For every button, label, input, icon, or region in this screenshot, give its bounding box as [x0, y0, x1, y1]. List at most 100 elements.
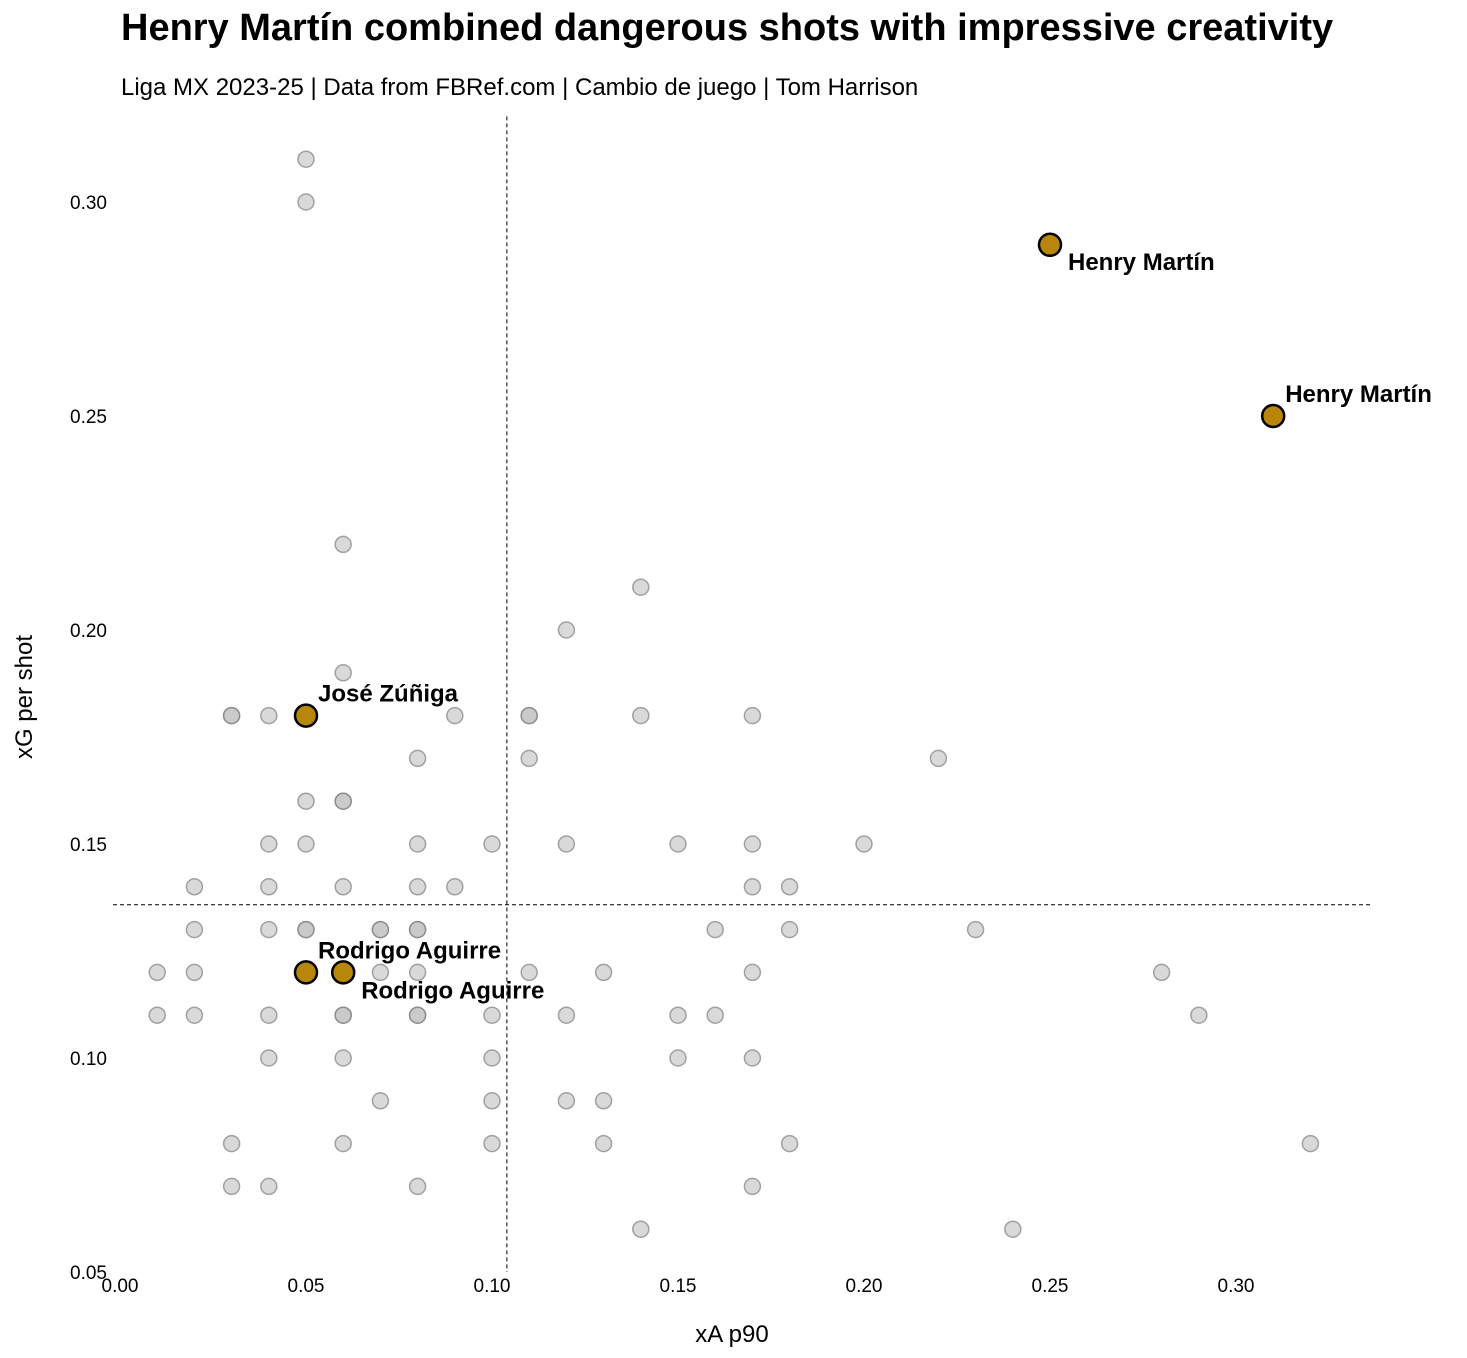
data-point — [222, 1177, 241, 1196]
highlighted-point — [1260, 403, 1286, 429]
data-point — [632, 706, 650, 725]
data-point — [260, 835, 278, 853]
data-point — [260, 1006, 278, 1024]
x-tick-label: 0.05 — [288, 1276, 325, 1297]
data-point — [334, 792, 352, 810]
data-point — [855, 835, 873, 853]
x-axis-label: xA p90 — [695, 1321, 768, 1348]
data-point — [780, 1134, 799, 1153]
data-point — [594, 1092, 613, 1110]
data-point — [446, 878, 464, 896]
player-annotation: José Zúñiga — [318, 681, 459, 708]
data-point — [371, 1092, 390, 1110]
data-point — [557, 1006, 576, 1024]
data-point — [594, 963, 613, 982]
data-point — [743, 1049, 762, 1067]
data-point — [408, 963, 427, 982]
data-point — [1004, 1220, 1022, 1238]
y-tick-label: 0.15 — [70, 835, 107, 856]
data-point — [334, 1134, 352, 1153]
data-point — [632, 578, 650, 596]
data-point — [557, 621, 576, 639]
data-point — [185, 920, 204, 939]
player-annotation: Henry Martín — [1068, 249, 1215, 276]
data-point — [966, 920, 985, 939]
player-annotation: Rodrigo Aguirre — [318, 937, 501, 964]
data-point — [334, 1006, 352, 1024]
x-tick-label: 0.30 — [1218, 1276, 1255, 1297]
data-point — [557, 835, 576, 853]
data-point — [520, 963, 538, 982]
data-point — [706, 920, 724, 939]
data-point — [371, 963, 390, 982]
data-point — [185, 878, 204, 896]
highlighted-point — [293, 703, 319, 728]
data-point — [297, 150, 315, 168]
data-point — [408, 835, 427, 853]
data-point — [371, 920, 390, 939]
data-point — [743, 835, 762, 853]
data-point — [334, 535, 352, 554]
data-point — [260, 1177, 278, 1196]
data-point — [334, 1049, 352, 1067]
data-point — [483, 1092, 501, 1110]
x-tick-label: 0.00 — [102, 1276, 139, 1297]
data-point — [260, 878, 278, 896]
data-point — [520, 706, 538, 725]
data-point — [408, 749, 427, 768]
data-point — [408, 1006, 427, 1024]
data-point — [408, 1177, 427, 1196]
data-point — [483, 1006, 501, 1024]
data-point — [520, 749, 538, 768]
data-point — [297, 193, 315, 211]
data-point — [297, 920, 315, 939]
data-point — [185, 963, 204, 982]
y-tick-label: 0.05 — [70, 1263, 107, 1284]
data-point — [780, 878, 799, 896]
data-point — [1152, 963, 1171, 982]
y-tick-label: 0.25 — [70, 407, 107, 428]
data-point — [669, 1049, 687, 1067]
player-annotation: Henry Martín — [1285, 381, 1432, 408]
data-point — [408, 878, 427, 896]
data-point — [706, 1006, 724, 1024]
data-point — [1301, 1134, 1320, 1153]
data-point — [483, 835, 501, 853]
data-point — [743, 1177, 762, 1196]
data-point — [743, 878, 762, 896]
x-tick-label: 0.25 — [1032, 1276, 1069, 1297]
y-tick-label: 0.30 — [70, 193, 107, 214]
data-point — [483, 1049, 501, 1067]
data-point — [632, 1220, 650, 1238]
data-point — [260, 706, 278, 725]
data-point — [260, 920, 278, 939]
y-tick-label: 0.20 — [70, 621, 107, 642]
x-tick-label: 0.15 — [660, 1276, 697, 1297]
x-tick-label: 0.20 — [846, 1276, 883, 1297]
player-annotation: Rodrigo Aguirre — [361, 977, 544, 1004]
data-point — [557, 1092, 576, 1110]
data-point — [222, 1134, 241, 1153]
data-point — [222, 706, 241, 725]
data-point — [297, 792, 315, 810]
data-point — [334, 878, 352, 896]
data-point — [334, 664, 352, 682]
x-tick-label: 0.10 — [474, 1276, 511, 1297]
y-axis-label: xG per shot — [11, 635, 38, 759]
highlighted-point — [1037, 232, 1063, 258]
data-point — [260, 1049, 278, 1067]
data-point — [669, 835, 687, 853]
highlighted-point — [293, 960, 319, 985]
data-point — [148, 1006, 166, 1024]
data-point — [1190, 1006, 1208, 1024]
data-point — [483, 1134, 501, 1153]
data-point — [780, 920, 799, 939]
data-point — [929, 749, 948, 768]
data-point — [594, 1134, 613, 1153]
chart-title: Henry Martín combined dangerous shots wi… — [121, 7, 1333, 49]
chart-subtitle: Liga MX 2023-25 | Data from FBRef.com | … — [121, 74, 918, 101]
data-point — [297, 835, 315, 853]
data-point — [743, 963, 762, 982]
data-point — [185, 1006, 204, 1024]
